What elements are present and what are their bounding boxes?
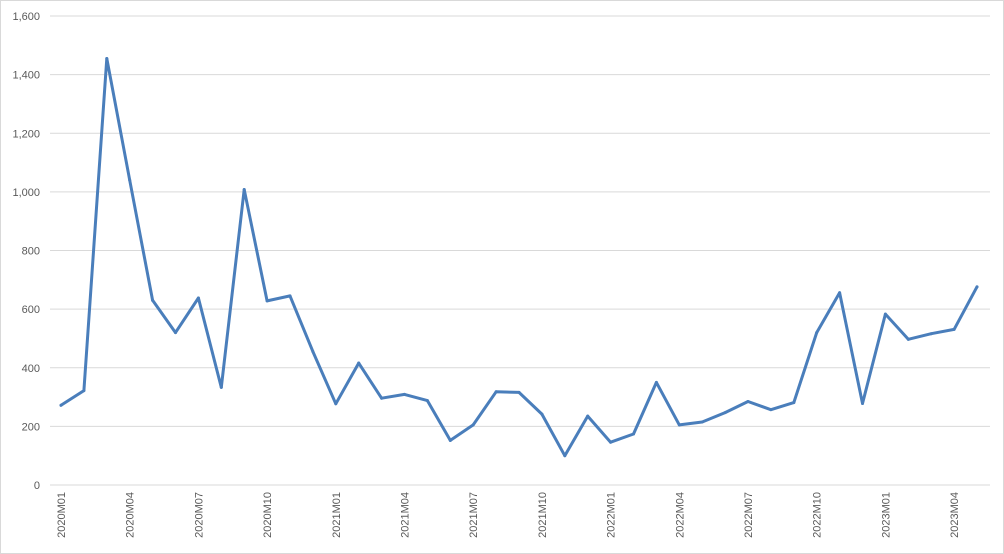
data-point [517,390,521,394]
data-point [380,396,384,400]
data-point [723,411,727,415]
data-point [540,412,544,416]
data-point [151,298,155,302]
data-point [59,403,63,407]
y-tick-label: 0 [34,480,40,492]
x-tick-label: 2021M07 [468,492,480,538]
data-point [609,440,613,444]
y-tick-label: 200 [22,421,40,433]
data-point [815,331,819,335]
data-point [746,399,750,403]
x-tick-label: 2020M07 [193,492,205,538]
x-tick-label: 2020M04 [125,492,137,538]
data-point [128,178,132,182]
y-tick-label: 1,600 [12,11,40,23]
y-tick-label: 1,000 [12,187,40,199]
data-point [494,390,498,394]
data-point [952,327,956,331]
data-point [105,57,109,61]
gridlines [50,15,990,427]
x-axis-tick-labels: 2020M01 2020M04 2020M07 2020M10 2021M01 2021M… [56,492,961,538]
x-tick-label: 2020M01 [56,492,68,538]
x-tick-label: 2021M10 [537,492,549,538]
data-point [288,294,292,298]
data-point [219,385,223,389]
data-point [883,312,887,316]
x-tick-label: 2022M01 [606,492,618,538]
series-line-group [59,57,979,458]
y-tick-label: 800 [22,246,40,258]
data-point [311,350,315,354]
data-point [471,423,475,427]
data-point [677,423,681,427]
y-tick-label: 1,200 [12,128,40,140]
data-point [425,399,429,403]
data-point [403,392,406,396]
data-point [700,420,704,424]
x-tick-label: 2022M10 [812,492,824,538]
x-tick-label: 2021M04 [400,492,412,538]
data-point [906,337,910,341]
data-point [861,402,864,406]
data-point [654,380,658,384]
data-point [586,414,590,418]
y-tick-label: 600 [22,304,40,316]
y-tick-label: 400 [22,363,40,375]
data-point [792,401,796,405]
data-point [357,361,361,365]
data-point [242,188,246,192]
x-tick-label: 2022M04 [674,492,686,538]
x-tick-label: 2023M04 [949,492,961,538]
data-point [838,291,842,295]
data-point [975,285,979,289]
series-line [59,57,979,458]
x-tick-label: 2021M01 [331,492,343,538]
data-point [334,402,338,406]
data-point [769,408,773,412]
data-point [265,299,269,303]
x-tick-label: 2023M01 [880,492,892,538]
data-point [563,454,567,458]
y-axis-tick-labels: 0 200 400 600 800 1,000 1,200 1,400 1,600 [12,11,40,492]
data-point [82,389,86,393]
data-point [174,331,177,335]
data-point [448,438,452,442]
data-point [196,296,200,300]
data-point [632,432,635,436]
y-tick-label: 1,400 [12,70,40,82]
x-tick-label: 2020M10 [262,492,274,538]
data-point [929,332,933,336]
x-tick-label: 2022M07 [743,492,755,538]
